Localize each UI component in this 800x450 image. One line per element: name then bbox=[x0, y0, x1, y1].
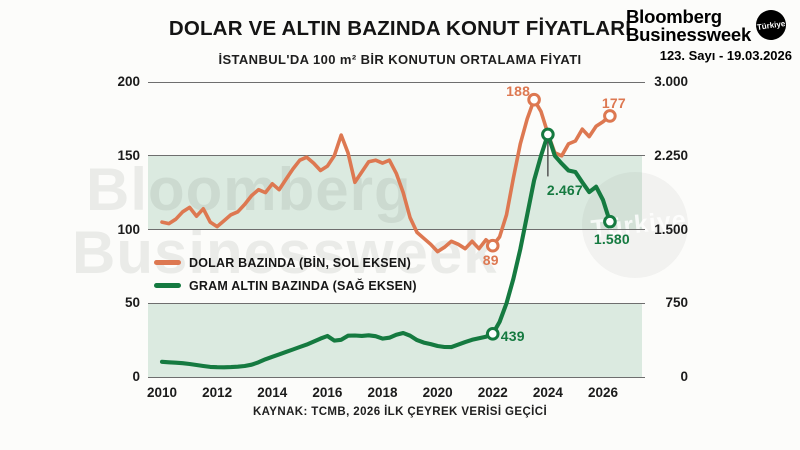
gold-basis-annotation: 1.580 bbox=[593, 230, 630, 247]
x-axis-tick: 2010 bbox=[146, 385, 178, 400]
x-axis-tick: 2024 bbox=[532, 385, 563, 400]
plot-band bbox=[148, 303, 642, 377]
right-axis-tick: 2.250 bbox=[654, 147, 688, 163]
gold-basis-line bbox=[159, 132, 612, 370]
watermark-line-1: Bloomberg bbox=[86, 156, 412, 223]
dollar-basis-annotation: 89 bbox=[482, 251, 499, 268]
x-axis-tick: 2012 bbox=[202, 385, 233, 400]
right-axis-tick: 0 bbox=[680, 369, 688, 384]
page-subtitle: İSTANBUL'DA 100 m² BİR KONUTUN ORTALAMA … bbox=[218, 52, 582, 67]
dollar-basis-marker bbox=[527, 92, 541, 107]
x-axis-tick: 2026 bbox=[587, 385, 619, 400]
left-axis-tick: 0 bbox=[132, 369, 140, 384]
gridline bbox=[148, 81, 645, 83]
dollar-basis-marker bbox=[603, 109, 617, 123]
right-axis-tick: 3.000 bbox=[654, 74, 688, 89]
bloomberg-logo-text: Bloomberg Businessweek bbox=[626, 6, 752, 45]
x-axis-tick: 2022 bbox=[477, 385, 508, 400]
legend-label: DOLAR BAZINDA (BİN, SOL EKSEN) bbox=[189, 255, 411, 270]
dollar-basis-line bbox=[160, 97, 612, 254]
gold-basis-marker bbox=[485, 327, 500, 341]
left-axis-tick: 200 bbox=[117, 74, 140, 89]
bloomberg-logo: Bloomberg Businessweek Türkiye 123. Sayı… bbox=[626, 6, 794, 63]
dollar-basis-annotation: 188 bbox=[506, 82, 531, 99]
legend-label: GRAM ALTIN BAZINDA (SAĞ EKSEN) bbox=[189, 278, 417, 293]
gridline bbox=[148, 155, 645, 157]
legend-item-dollar-basis: DOLAR BAZINDA (BİN, SOL EKSEN) bbox=[154, 251, 417, 274]
watermark-line-2: Businessweek bbox=[72, 219, 498, 286]
source-note: KAYNAK: TCMB, 2026 İLK ÇEYREK VERİSİ GEÇ… bbox=[252, 406, 548, 418]
legend-item-gold-basis: GRAM ALTIN BAZINDA (SAĞ EKSEN) bbox=[154, 274, 417, 297]
x-axis-tick: 2020 bbox=[422, 385, 453, 400]
gridline bbox=[148, 229, 645, 230]
logo-line-1: Bloomberg bbox=[626, 6, 722, 27]
gridline bbox=[148, 302, 645, 304]
left-axis-tick: 150 bbox=[117, 147, 140, 163]
left-axis-tick: 100 bbox=[117, 221, 140, 237]
gold-basis-swatch bbox=[154, 283, 181, 288]
right-axis-tick: 750 bbox=[665, 295, 688, 311]
left-axis-tick: 50 bbox=[124, 295, 140, 311]
gold-basis-annotation: 439 bbox=[500, 327, 525, 344]
gold-basis-marker bbox=[541, 127, 555, 142]
gridline bbox=[148, 376, 645, 378]
gold-basis-marker bbox=[603, 214, 617, 229]
x-axis-tick: 2016 bbox=[312, 385, 343, 400]
dollar-basis-annotation: 177 bbox=[601, 94, 626, 111]
legend: DOLAR BAZINDA (BİN, SOL EKSEN) GRAM ALTIN… bbox=[154, 251, 417, 297]
x-axis-tick: 2018 bbox=[367, 385, 398, 400]
dollar-basis-swatch bbox=[154, 260, 181, 265]
right-axis-tick: 1.500 bbox=[654, 221, 688, 237]
dollar-basis-marker bbox=[485, 238, 500, 253]
page-title: DOLAR VE ALTIN BAZINDA KONUT FİYATLARI bbox=[168, 17, 632, 40]
logo-line-2: Businessweek bbox=[626, 24, 752, 45]
gold-basis-annotation: 2.467 bbox=[546, 182, 583, 199]
issue-date: 123. Sayı - 19.03.2026 bbox=[659, 48, 792, 63]
background-watermark: Bloomberg Businessweek bbox=[72, 158, 498, 284]
x-axis-tick: 2014 bbox=[257, 385, 288, 400]
